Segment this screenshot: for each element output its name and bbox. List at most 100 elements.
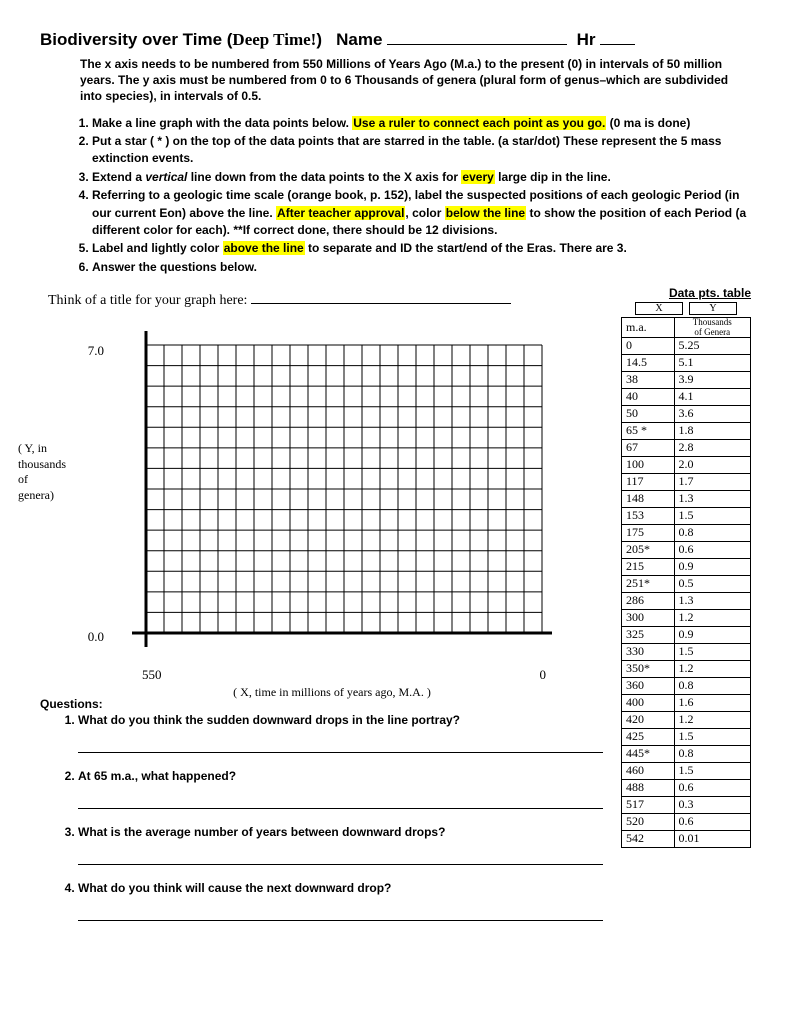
table-row: 1171.7 (622, 473, 751, 490)
title-deep: Deep Time! (232, 30, 316, 49)
table-cell: 0.6 (674, 813, 750, 830)
question-item: What do you think the sudden downward dr… (78, 713, 603, 753)
worksheet-title: Biodiversity over Time (Deep Time!) Name… (40, 30, 751, 50)
table-row: 4880.6 (622, 779, 751, 796)
answer-blank[interactable] (78, 793, 603, 809)
table-cell: 0 (622, 337, 675, 354)
instruction-step: Extend a vertical line down from the dat… (92, 169, 751, 186)
graph-area: 7.0 0.0 ( Y, inthousandsofgenera) 550 0 … (40, 321, 603, 691)
table-row: 4001.6 (622, 694, 751, 711)
table-cell: 0.3 (674, 796, 750, 813)
hr-blank[interactable] (600, 31, 635, 45)
table-row: 3001.2 (622, 609, 751, 626)
table-col2-head: Thousands of Genera (674, 318, 750, 338)
table-row: 3301.5 (622, 643, 751, 660)
answer-blank[interactable] (78, 849, 603, 865)
graph-title-prompt-text: Think of a title for your graph here: (48, 293, 247, 308)
title-suffix: ) (316, 30, 322, 49)
table-cell: 0.5 (674, 575, 750, 592)
table-x-box: X (635, 302, 683, 315)
table-cell: 215 (622, 558, 675, 575)
table-cell: 1.2 (674, 609, 750, 626)
table-row: 205*0.6 (622, 541, 751, 558)
table-cell: 460 (622, 762, 675, 779)
table-cell: 0.6 (674, 779, 750, 796)
table-cell: 1.5 (674, 507, 750, 524)
instruction-step: Answer the questions below. (92, 259, 751, 276)
hr-label: Hr (577, 30, 596, 49)
table-cell: 1.6 (674, 694, 750, 711)
table-cell: 286 (622, 592, 675, 609)
table-cell: 325 (622, 626, 675, 643)
table-cell: 3.9 (674, 371, 750, 388)
table-cell: 425 (622, 728, 675, 745)
data-table: m.a. Thousands of Genera 05.2514.55.1383… (621, 317, 751, 848)
table-row: 4201.2 (622, 711, 751, 728)
graph-title-blank[interactable] (251, 292, 511, 304)
table-cell: 0.8 (674, 677, 750, 694)
table-cell: 0.8 (674, 524, 750, 541)
table-row: 1750.8 (622, 524, 751, 541)
table-row: 5200.6 (622, 813, 751, 830)
table-row: 350*1.2 (622, 660, 751, 677)
table-cell: 445* (622, 745, 675, 762)
x-axis-right: 0 (540, 667, 547, 683)
table-row: 5420.01 (622, 830, 751, 847)
table-row: 503.6 (622, 405, 751, 422)
table-row: 1481.3 (622, 490, 751, 507)
table-row: 383.9 (622, 371, 751, 388)
table-col2-l2: of Genera (694, 327, 730, 337)
table-cell: 5.1 (674, 354, 750, 371)
table-row: 05.25 (622, 337, 751, 354)
data-table-column: Data pts. table X Y m.a. Thousands of Ge… (621, 286, 751, 848)
table-cell: 100 (622, 456, 675, 473)
table-row: 2150.9 (622, 558, 751, 575)
table-cell: 1.5 (674, 762, 750, 779)
y-axis-bot: 0.0 (88, 629, 104, 645)
table-row: 1002.0 (622, 456, 751, 473)
instruction-step: Referring to a geologic time scale (oran… (92, 187, 751, 239)
table-row: 3250.9 (622, 626, 751, 643)
answer-blank[interactable] (78, 737, 603, 753)
table-cell: 400 (622, 694, 675, 711)
table-row: 4601.5 (622, 762, 751, 779)
table-cell: 0.01 (674, 830, 750, 847)
y-axis-label: ( Y, inthousandsofgenera) (18, 441, 98, 503)
table-row: 251*0.5 (622, 575, 751, 592)
table-cell: 1.7 (674, 473, 750, 490)
table-cell: 1.2 (674, 660, 750, 677)
question-item: What do you think will cause the next do… (78, 881, 603, 921)
table-cell: 3.6 (674, 405, 750, 422)
table-cell: 1.3 (674, 490, 750, 507)
table-row: 5170.3 (622, 796, 751, 813)
table-cell: 0.8 (674, 745, 750, 762)
y-axis-top: 7.0 (88, 343, 104, 359)
instruction-step: Label and lightly color above the line t… (92, 240, 751, 257)
table-cell: 1.5 (674, 643, 750, 660)
questions-section: Questions: What do you think the sudden … (40, 697, 603, 921)
answer-blank[interactable] (78, 905, 603, 921)
table-cell: 330 (622, 643, 675, 660)
table-cell: 251* (622, 575, 675, 592)
table-cell: 1.3 (674, 592, 750, 609)
table-cell: 67 (622, 439, 675, 456)
table-cell: 38 (622, 371, 675, 388)
table-cell: 420 (622, 711, 675, 728)
table-cell: 2.8 (674, 439, 750, 456)
table-cell: 517 (622, 796, 675, 813)
table-cell: 2.0 (674, 456, 750, 473)
table-row: 4251.5 (622, 728, 751, 745)
table-y-box: Y (689, 302, 737, 315)
table-cell: 1.2 (674, 711, 750, 728)
table-cell: 488 (622, 779, 675, 796)
table-cell: 40 (622, 388, 675, 405)
table-cell: 14.5 (622, 354, 675, 371)
table-cell: 65 * (622, 422, 675, 439)
table-row: 672.8 (622, 439, 751, 456)
table-cell: 1.8 (674, 422, 750, 439)
table-cell: 1.5 (674, 728, 750, 745)
table-col1-head: m.a. (622, 318, 675, 338)
name-blank[interactable] (387, 31, 567, 45)
question-item: What is the average number of years betw… (78, 825, 603, 865)
table-cell: 148 (622, 490, 675, 507)
